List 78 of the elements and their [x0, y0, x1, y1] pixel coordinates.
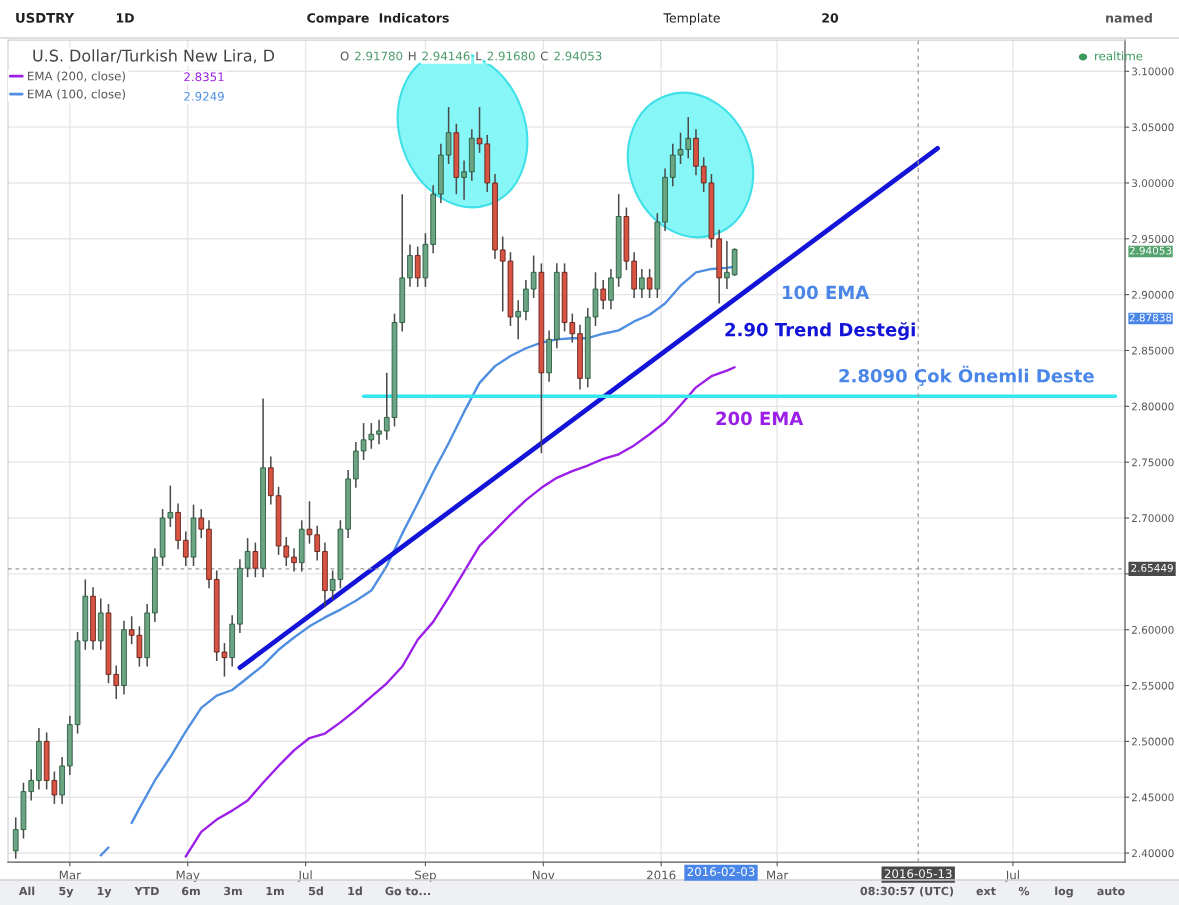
text: %: [1018, 886, 1030, 896]
candlestick: [414, 245, 421, 288]
y-tick-label: 2.50000: [1132, 737, 1174, 746]
x-tick-label: Jul: [297, 870, 312, 882]
legend-label: EMA (200, close): [28, 71, 126, 82]
text: Compare: [307, 13, 369, 26]
candlestick: [523, 279, 529, 322]
text: 1m: [266, 886, 284, 896]
y-tick-label: 2.55000: [1132, 681, 1174, 690]
x-tick-label: Mar: [59, 870, 81, 880]
text: Indicators: [379, 12, 449, 23]
y-tick-label: 2.60000: [1132, 625, 1174, 634]
candlestick: [291, 547, 297, 573]
text: 5y: [59, 886, 74, 898]
annotation: O 2.91780 H 2.94146 L 2.91680 C 2.94053: [340, 51, 602, 61]
candlestick: [244, 537, 251, 578]
text: 2.94053: [1129, 246, 1172, 255]
text: 1d: [348, 886, 362, 896]
annotation: 2.8090 Çok Önemli Deste: [839, 365, 1094, 386]
x-tick-label: Sep: [415, 870, 436, 882]
annotation: 100 EMA: [783, 285, 870, 300]
text: Template: [663, 12, 720, 26]
y-tick-label: 2.75000: [1132, 458, 1174, 467]
ref-line-label: 2016-05-13: [884, 869, 952, 879]
text: log: [1055, 886, 1073, 898]
y-tick-label: 3.10000: [1132, 67, 1174, 76]
candlestick: [646, 268, 653, 299]
legend-label: EMA (100, close): [28, 89, 126, 100]
y-tick-label: 2.45000: [1132, 793, 1174, 802]
text: named: [1106, 12, 1152, 23]
annotation: 200 EMA: [716, 411, 804, 426]
candlestick: [182, 530, 189, 567]
text: Go to...: [385, 886, 430, 896]
text: 08:30:57 (UTC): [860, 886, 954, 897]
annotation: 2.90 Trend Desteği: [725, 321, 915, 341]
text: All: [18, 886, 35, 896]
candlestick: [461, 159, 467, 201]
text: U.S. Dollar/Turkish New Lira, D: [33, 49, 275, 64]
annotation: 2.9249: [184, 91, 224, 101]
text: 2016-02-03: [687, 867, 755, 877]
text: 5d: [309, 886, 323, 896]
text: 6m: [182, 886, 200, 896]
x-tick-label: 2016: [647, 870, 676, 880]
y-tick-label: 2.80000: [1132, 402, 1174, 411]
text: auto: [1097, 887, 1125, 896]
y-tick-label: 3.05000: [1132, 123, 1174, 132]
text: 1y: [97, 886, 112, 898]
text: 2.87838: [1129, 313, 1172, 322]
y-tick-label: 2.85000: [1132, 346, 1174, 355]
annotation: 2.8351: [184, 72, 224, 82]
candlestick: [252, 541, 259, 578]
candlestick: [198, 508, 205, 539]
candlestick: [608, 268, 614, 310]
text: 3m: [224, 886, 242, 896]
candlestick: [639, 268, 645, 299]
x-tick-label: Mar: [767, 870, 789, 880]
annotation: realtime: [1095, 51, 1143, 61]
text: 1D: [116, 13, 134, 23]
x-tick-label: May: [176, 870, 200, 882]
text: YTD: [134, 886, 159, 896]
x-tick-label: Nov: [532, 870, 555, 880]
text: USDTRY: [16, 12, 75, 23]
text: 20: [822, 13, 839, 23]
x-tick-label: Jul: [1005, 870, 1019, 882]
y-tick-label: 2.95000: [1132, 235, 1174, 243]
candlestick: [530, 254, 537, 299]
candlestick: [407, 243, 413, 288]
text: ext: [976, 887, 996, 896]
y-tick-label: 2.40000: [1132, 849, 1174, 858]
candlestick: [445, 106, 452, 165]
ref-line-label: 2.65449: [1131, 563, 1173, 572]
y-tick-label: 2.70000: [1132, 514, 1174, 523]
y-tick-label: 3.00000: [1132, 179, 1174, 188]
y-tick-label: 2.90000: [1132, 290, 1174, 299]
candlestick: [724, 240, 730, 290]
candlestick: [515, 299, 521, 341]
candlestick: [376, 418, 382, 446]
candlestick: [600, 279, 607, 310]
